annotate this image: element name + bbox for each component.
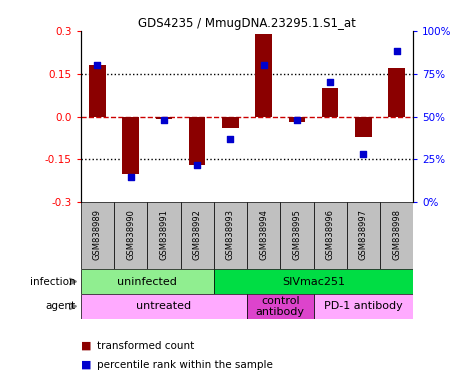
- Bar: [214, 202, 247, 269]
- Bar: [347, 202, 380, 269]
- Text: PD-1 antibody: PD-1 antibody: [324, 301, 403, 311]
- Text: transformed count: transformed count: [97, 341, 195, 351]
- Bar: [256, 33, 272, 117]
- Text: percentile rank within the sample: percentile rank within the sample: [97, 360, 273, 370]
- Bar: [380, 202, 413, 269]
- Text: GSM838996: GSM838996: [326, 209, 334, 260]
- Bar: [114, 202, 147, 269]
- Bar: [147, 202, 180, 269]
- Text: GSM838992: GSM838992: [193, 209, 201, 260]
- Text: GSM838990: GSM838990: [126, 209, 135, 260]
- Point: [360, 151, 367, 157]
- Point: [127, 174, 134, 180]
- Point: [227, 136, 234, 142]
- Text: GSM838998: GSM838998: [392, 209, 401, 260]
- Text: SIVmac251: SIVmac251: [282, 276, 345, 286]
- Point: [94, 62, 101, 68]
- Bar: [180, 202, 214, 269]
- Bar: [189, 117, 205, 165]
- Point: [160, 117, 168, 123]
- Text: ■: ■: [81, 341, 91, 351]
- Point: [293, 117, 301, 123]
- Text: GSM838994: GSM838994: [259, 209, 268, 260]
- Bar: [322, 88, 338, 117]
- Bar: [81, 294, 247, 319]
- Bar: [247, 294, 314, 319]
- Bar: [156, 117, 172, 119]
- Bar: [81, 269, 214, 294]
- Text: ■: ■: [81, 360, 91, 370]
- Point: [393, 48, 400, 55]
- Text: GSM838993: GSM838993: [226, 209, 235, 260]
- Point: [260, 62, 267, 68]
- Bar: [314, 202, 347, 269]
- Bar: [314, 294, 413, 319]
- Point: [193, 162, 201, 168]
- Bar: [289, 117, 305, 122]
- Text: untreated: untreated: [136, 301, 191, 311]
- Bar: [247, 202, 280, 269]
- Point: [326, 79, 334, 85]
- Text: uninfected: uninfected: [117, 276, 177, 286]
- Bar: [89, 65, 105, 117]
- Bar: [123, 117, 139, 174]
- Bar: [214, 269, 413, 294]
- Text: infection: infection: [30, 276, 76, 286]
- Bar: [81, 202, 114, 269]
- Text: agent: agent: [46, 301, 76, 311]
- Bar: [389, 68, 405, 117]
- Title: GDS4235 / MmugDNA.23295.1.S1_at: GDS4235 / MmugDNA.23295.1.S1_at: [138, 17, 356, 30]
- Text: GSM838995: GSM838995: [293, 209, 301, 260]
- Text: GSM838997: GSM838997: [359, 209, 368, 260]
- Text: GSM838991: GSM838991: [160, 209, 168, 260]
- Bar: [280, 202, 314, 269]
- Bar: [222, 117, 238, 128]
- Bar: [355, 117, 371, 137]
- Text: GSM838989: GSM838989: [93, 209, 102, 260]
- Text: control
antibody: control antibody: [256, 296, 305, 317]
